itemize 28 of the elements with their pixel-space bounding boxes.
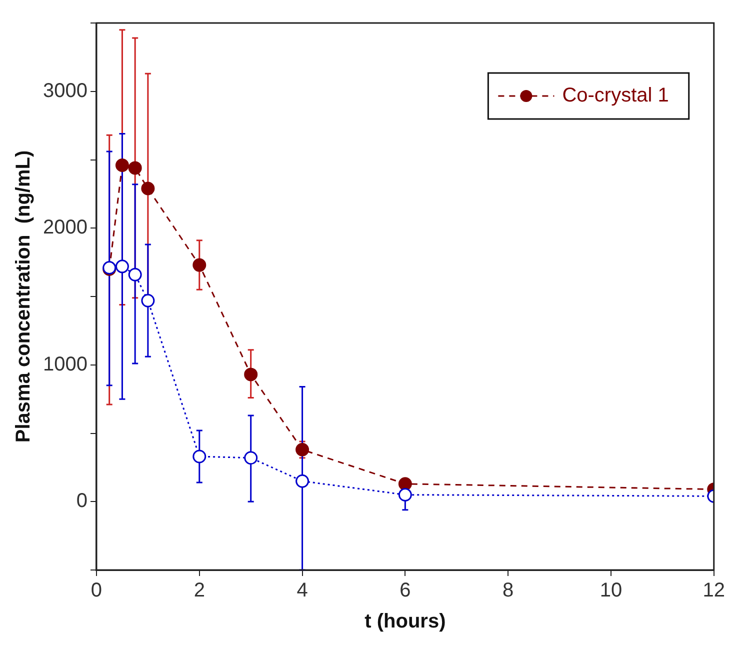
y-tick-label: 1000 <box>42 353 88 376</box>
y-tick-label: 2000 <box>42 216 88 239</box>
x-tick-label: 12 <box>702 580 725 602</box>
x-tick-label: 0 <box>90 580 102 602</box>
point <box>115 158 129 172</box>
legend-label: Co-crystal 1 <box>562 84 669 107</box>
x-tick-label: 4 <box>296 580 308 602</box>
x-tick-label: 10 <box>600 580 622 602</box>
point <box>398 488 412 502</box>
point <box>296 474 310 488</box>
x-tick-label: 2 <box>194 580 205 602</box>
x-tick-label: 6 <box>400 580 411 602</box>
point <box>244 368 258 382</box>
point <box>141 182 155 196</box>
point <box>128 161 142 175</box>
point <box>296 442 310 456</box>
point <box>398 477 412 491</box>
y-tick-label: 0 <box>76 490 88 512</box>
y-axis-title: Plasma concentration (ng/mL) <box>12 150 35 443</box>
point <box>192 258 206 272</box>
point <box>141 294 155 308</box>
x-tick-label: 8 <box>502 580 514 602</box>
y-tick-label: 3000 <box>42 80 88 102</box>
point <box>128 268 142 282</box>
point <box>115 260 129 274</box>
point <box>192 450 206 464</box>
point <box>244 451 258 465</box>
x-axis-title: t (hours) <box>364 610 446 633</box>
